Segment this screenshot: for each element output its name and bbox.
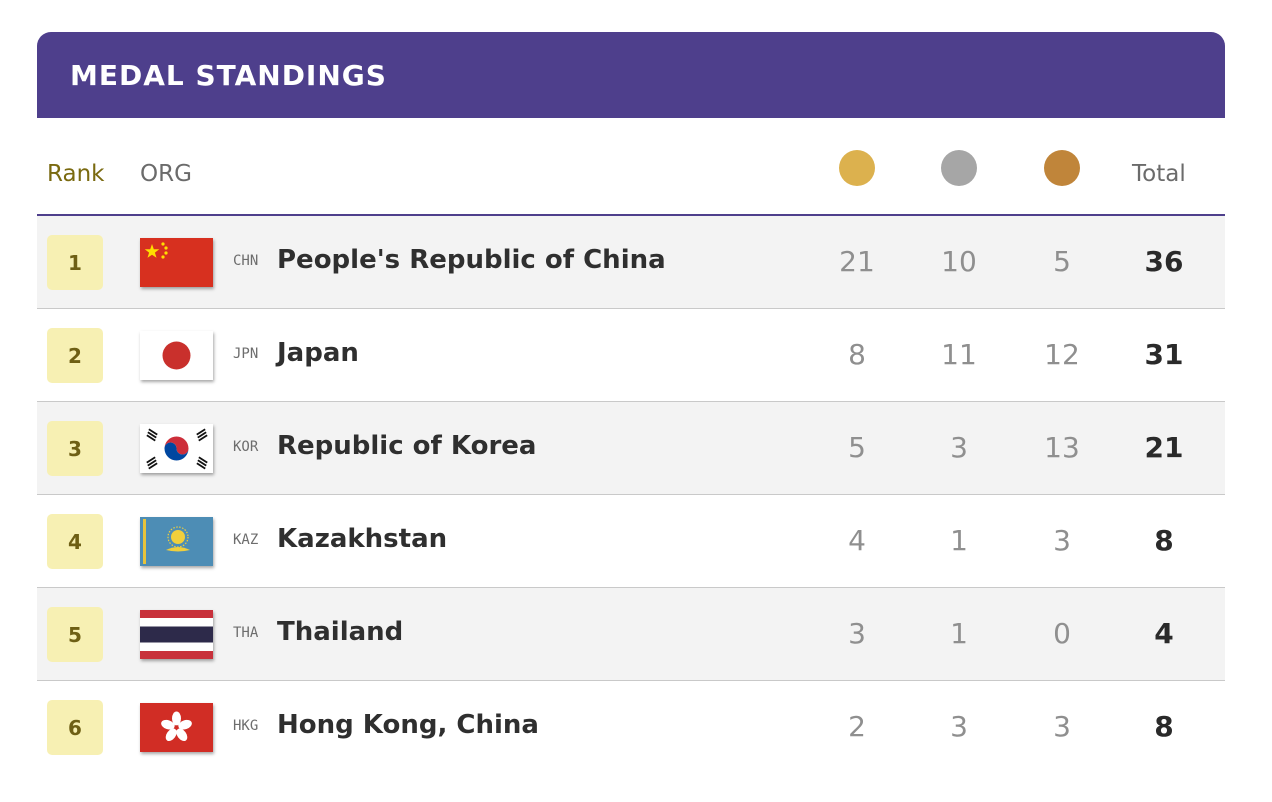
org-code: KAZ — [233, 532, 259, 548]
total-count: 31 — [1144, 338, 1184, 371]
gold-count: 8 — [848, 338, 866, 371]
silver-count: 1 — [950, 617, 968, 650]
table-row[interactable]: 6 HKG Hong Kong, China 2 3 3 8 — [37, 681, 1225, 774]
country-name[interactable]: Japan — [277, 338, 359, 368]
gold-count: 21 — [839, 245, 875, 278]
column-header: Rank ORG Total — [37, 118, 1225, 216]
org-code: JPN — [233, 346, 259, 362]
korea-flag-icon — [140, 424, 213, 473]
rank-badge: 5 — [47, 607, 103, 662]
total-count: 4 — [1154, 617, 1174, 650]
rank-badge: 3 — [47, 421, 103, 476]
bronze-count: 3 — [1053, 710, 1071, 743]
total-count: 8 — [1154, 710, 1174, 743]
gold-count: 5 — [848, 431, 866, 464]
country-name[interactable]: Kazakhstan — [277, 524, 448, 554]
total-count: 21 — [1144, 431, 1184, 464]
bronze-count: 5 — [1053, 245, 1071, 278]
country-name[interactable]: People's Republic of China — [277, 245, 666, 275]
silver-medal-icon[interactable] — [941, 150, 977, 186]
rank-badge: 2 — [47, 328, 103, 383]
table-row[interactable]: 2 JPN Japan 8 11 12 31 — [37, 309, 1225, 402]
rank-badge: 1 — [47, 235, 103, 290]
org-code: HKG — [233, 718, 259, 734]
bronze-count: 12 — [1044, 338, 1080, 371]
country-name[interactable]: Thailand — [277, 617, 404, 647]
table-row[interactable]: 5 THA Thailand 3 1 0 4 — [37, 588, 1225, 681]
banner: MEDAL STANDINGS — [37, 32, 1225, 118]
gold-count: 2 — [848, 710, 866, 743]
country-name[interactable]: Republic of Korea — [277, 431, 537, 461]
silver-count: 10 — [941, 245, 977, 278]
total-count: 36 — [1144, 245, 1184, 278]
org-code: CHN — [233, 253, 259, 269]
table-row[interactable]: 3 — [37, 402, 1225, 495]
bronze-count: 0 — [1053, 617, 1071, 650]
thailand-flag-icon — [140, 610, 213, 659]
bronze-medal-icon[interactable] — [1044, 150, 1080, 186]
table-row[interactable]: 1 CHN People's Republic of China 21 10 5… — [37, 216, 1225, 309]
rank-column-header[interactable]: Rank — [47, 161, 105, 187]
silver-count: 1 — [950, 524, 968, 557]
total-count: 8 — [1154, 524, 1174, 557]
medal-standings-panel: MEDAL STANDINGS Rank ORG Total 1 CHN Peo… — [37, 32, 1225, 774]
country-name[interactable]: Hong Kong, China — [277, 710, 539, 740]
table-row[interactable]: 4 KAZ Kazakhstan 4 1 3 8 — [37, 495, 1225, 588]
gold-count: 3 — [848, 617, 866, 650]
gold-count: 4 — [848, 524, 866, 557]
japan-flag-icon — [140, 331, 213, 380]
rank-badge: 4 — [47, 514, 103, 569]
hong-kong-flag-icon — [140, 703, 213, 752]
kazakhstan-flag-icon — [140, 517, 213, 566]
org-code: KOR — [233, 439, 259, 455]
org-code: THA — [233, 625, 259, 641]
bronze-count: 3 — [1053, 524, 1071, 557]
silver-count: 3 — [950, 431, 968, 464]
org-column-header[interactable]: ORG — [140, 161, 192, 187]
banner-title: MEDAL STANDINGS — [70, 58, 387, 92]
rank-badge: 6 — [47, 700, 103, 755]
silver-count: 11 — [941, 338, 977, 371]
total-column-header[interactable]: Total — [1132, 161, 1186, 187]
silver-count: 3 — [950, 710, 968, 743]
gold-medal-icon[interactable] — [839, 150, 875, 186]
bronze-count: 13 — [1044, 431, 1080, 464]
china-flag-icon — [140, 238, 213, 287]
